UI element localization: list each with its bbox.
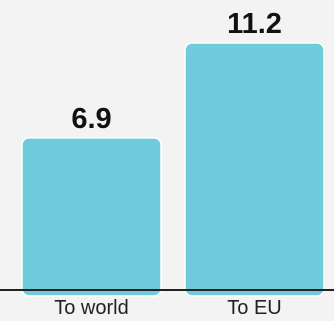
category-label: To world [54, 297, 128, 319]
bar-to-world [21, 137, 162, 297]
value-label: 6.9 [71, 103, 111, 135]
category-labels-layer: To world To EU [54, 297, 281, 319]
bar-to-eu [184, 42, 325, 297]
category-label: To EU [227, 297, 281, 319]
bars-layer [21, 42, 325, 297]
value-labels-layer: 6.9 11.2 [71, 8, 282, 135]
value-label: 11.2 [227, 8, 282, 40]
